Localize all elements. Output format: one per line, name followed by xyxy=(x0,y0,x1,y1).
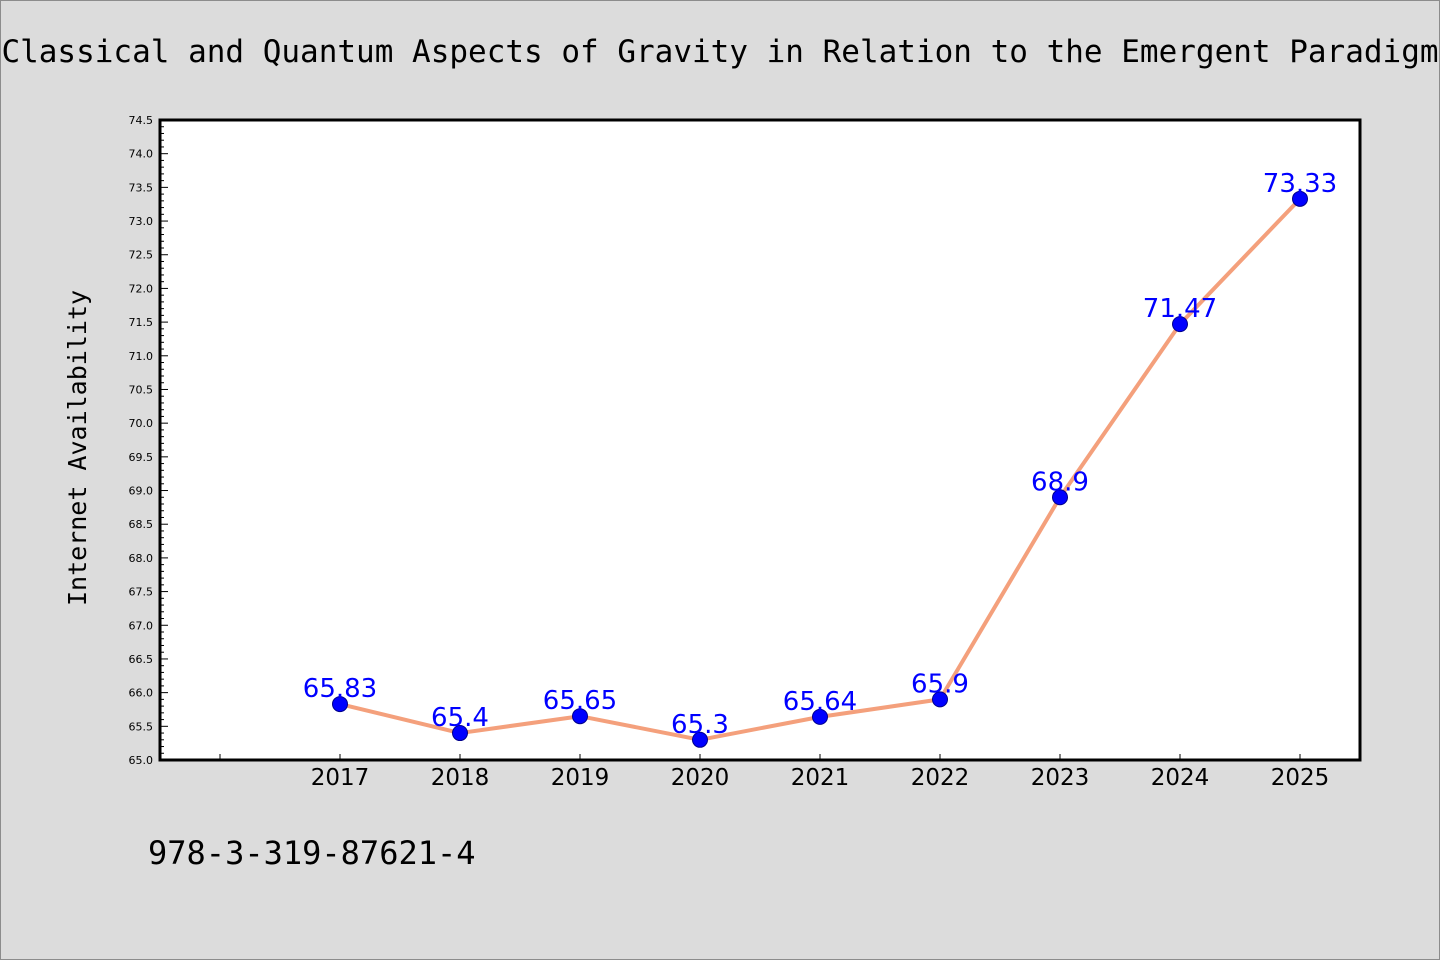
y-tick-label: 72.5 xyxy=(129,249,154,262)
x-tick-label: 2021 xyxy=(791,765,850,791)
data-point xyxy=(1292,190,1308,207)
y-tick-label: 66.0 xyxy=(129,687,154,700)
series-layer: 65.83 65.4 65.65 65.3 65.64 65.9 68.9 71.47 73.3… xyxy=(303,169,1337,748)
isbn-code: 978-3-319-87621-4 xyxy=(148,834,476,872)
x-tick-label: 2023 xyxy=(1031,765,1090,791)
x-tick-label: 2024 xyxy=(1151,765,1210,791)
y-tick-label: 71.0 xyxy=(129,350,154,363)
y-tick-label: 67.0 xyxy=(129,619,154,632)
y-tick-label: 70.0 xyxy=(129,417,154,430)
x-axis: 2017 2018 2019 2020 2021 2022 2023 2024 2025 xyxy=(219,754,1330,791)
data-point xyxy=(332,696,348,713)
y-tick-label: 68.0 xyxy=(129,552,154,565)
data-label: 65.65 xyxy=(543,686,617,716)
y-tick-label: 65.0 xyxy=(129,754,154,767)
data-label: 68.9 xyxy=(1031,467,1089,497)
y-tick-label: 74.0 xyxy=(129,148,154,161)
y-tick-label: 71.5 xyxy=(129,316,154,329)
y-axis: 65.0 65.5 66.0 66.5 67.0 67.5 68.0 68.5 69.0 69.5… xyxy=(129,114,168,767)
y-tick-label: 69.5 xyxy=(129,451,154,464)
x-tick-label: 2017 xyxy=(311,765,370,791)
data-point xyxy=(932,691,948,708)
data-label: 65.3 xyxy=(671,710,729,740)
data-label: 65.4 xyxy=(431,703,489,733)
data-label: 65.83 xyxy=(303,674,377,704)
x-tick-label: 2022 xyxy=(911,765,970,791)
x-tick-label: 2019 xyxy=(551,765,610,791)
y-tick-label: 68.5 xyxy=(129,518,154,531)
x-tick-label: 2020 xyxy=(671,765,730,791)
data-point xyxy=(1052,489,1068,506)
plot-area xyxy=(158,118,1362,762)
y-tick-label: 74.5 xyxy=(129,114,154,127)
data-point xyxy=(452,725,468,742)
data-point xyxy=(1172,316,1188,333)
data-point xyxy=(572,708,588,725)
y-axis-label: Internet Availability xyxy=(63,290,92,606)
y-tick-label: 70.5 xyxy=(129,383,154,396)
y-tick-label: 72.0 xyxy=(129,282,154,295)
data-label: 73.33 xyxy=(1263,169,1337,199)
y-tick-label: 69.0 xyxy=(129,485,154,498)
y-tick-label: 66.5 xyxy=(129,653,154,666)
y-tick-label: 67.5 xyxy=(129,586,154,599)
data-label: 71.47 xyxy=(1143,294,1217,324)
y-tick-label: 73.0 xyxy=(129,215,154,228)
data-point xyxy=(692,731,708,748)
chart-title: Classical and Quantum Aspects of Gravity… xyxy=(1,34,1439,70)
data-point xyxy=(812,708,828,725)
x-tick-label: 2018 xyxy=(431,765,490,791)
x-tick-label: 2025 xyxy=(1271,765,1330,791)
y-tick-label: 65.5 xyxy=(129,720,154,733)
data-label: 65.9 xyxy=(911,669,969,699)
y-tick-label: 73.5 xyxy=(129,181,154,194)
data-label: 65.64 xyxy=(783,687,857,717)
